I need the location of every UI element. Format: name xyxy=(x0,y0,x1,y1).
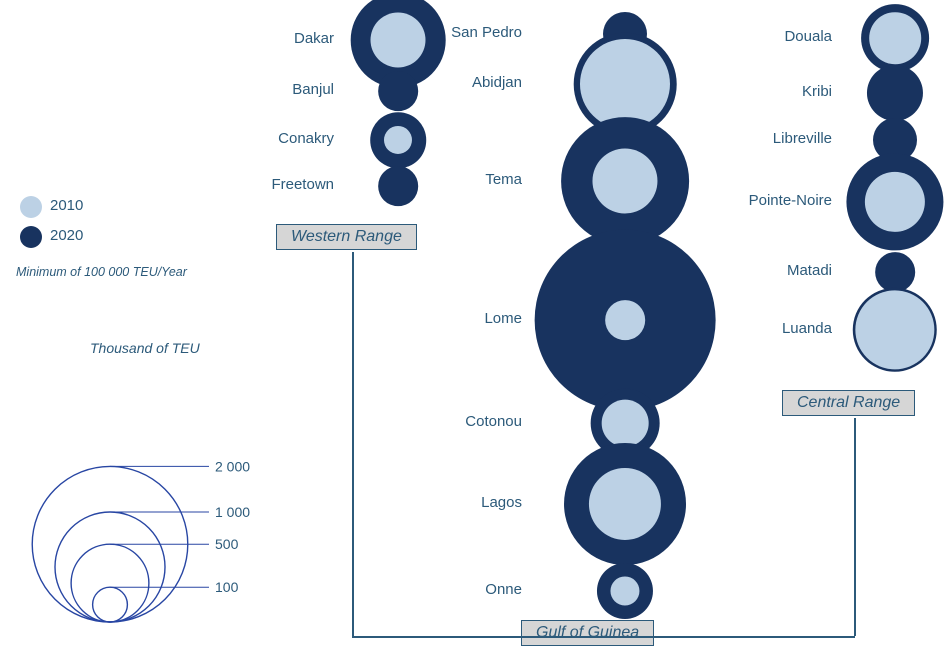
port-bubble-2020 xyxy=(867,65,923,121)
port-bubble-2010 xyxy=(384,126,412,154)
port-label: Lome xyxy=(484,310,522,327)
port-label: Tema xyxy=(485,171,522,188)
port-bubble-2010 xyxy=(592,148,657,213)
ports-layer: Dakar Banjul Conakry Freetown San Pedro Abidj… xyxy=(0,0,945,656)
port-label: Pointe-Noire xyxy=(749,192,832,209)
port-label: Cotonou xyxy=(465,413,522,430)
port-label: Lagos xyxy=(481,494,522,511)
port-label: Freetown xyxy=(271,176,334,193)
port-bubble-2020 xyxy=(378,71,418,111)
port-bubble-2010 xyxy=(371,13,426,68)
port-label: Douala xyxy=(784,28,832,45)
port-bubble-2010 xyxy=(605,300,645,340)
port-bubble-2010 xyxy=(580,39,670,129)
port-label: San Pedro xyxy=(451,24,522,41)
port-label: Luanda xyxy=(782,320,832,337)
port-label: Abidjan xyxy=(472,74,522,91)
port-bubble-2010 xyxy=(602,400,649,447)
port-bubble-2010 xyxy=(869,12,921,64)
port-label: Banjul xyxy=(292,81,334,98)
port-bubble-2010 xyxy=(589,468,661,540)
port-label: Kribi xyxy=(802,83,832,100)
port-label: Libreville xyxy=(773,130,832,147)
port-bubble-2020 xyxy=(875,252,915,292)
port-label: Dakar xyxy=(294,30,334,47)
port-bubble-2010 xyxy=(610,576,639,605)
port-bubble-2020 xyxy=(378,166,418,206)
port-label: Onne xyxy=(485,581,522,598)
port-label: Matadi xyxy=(787,262,832,279)
port-label: Conakry xyxy=(278,130,334,147)
port-bubble-2010 xyxy=(865,172,925,232)
port-bubble-2010 xyxy=(855,290,934,369)
